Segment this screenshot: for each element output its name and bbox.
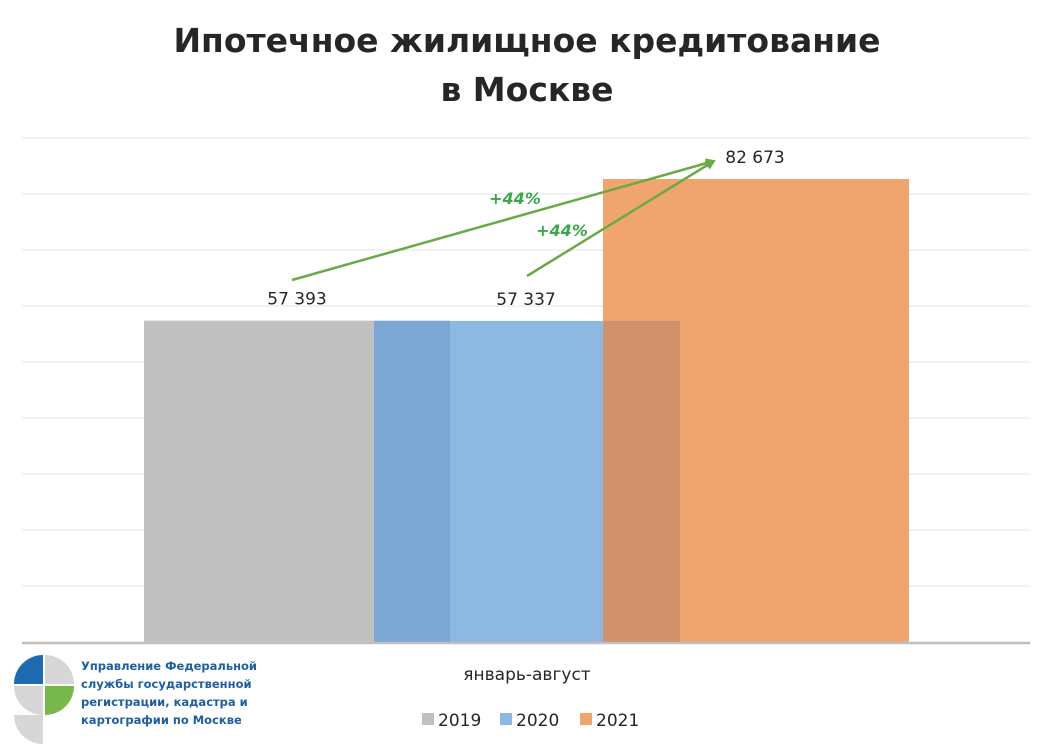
org-name-line-4: картографии по Москве	[81, 713, 242, 727]
category-label: январь-август	[463, 665, 590, 685]
data-labels: 57 393 57 337 82 673	[267, 148, 784, 310]
growth-arrow-2019	[291, 158, 716, 282]
data-label-2020: 57 337	[496, 290, 555, 310]
legend-label-2021: 2021	[596, 711, 639, 731]
legend-swatch-2019	[422, 713, 434, 725]
logo-quadrant-blue	[14, 655, 43, 684]
legend-label-2020: 2020	[516, 711, 559, 731]
growth-arrows: +44% +44%	[291, 158, 716, 282]
logo-quadrant-green	[45, 686, 74, 715]
data-label-2021: 82 673	[725, 148, 784, 168]
org-name-line-3: регистрации, кадастра и	[81, 695, 248, 709]
bars	[144, 179, 909, 643]
chart-title-line-1: Ипотечное жилищное кредитование	[173, 21, 880, 60]
org-name-line-2: службы государственной	[81, 677, 252, 691]
bar-overlap-2020-2021	[603, 320, 680, 642]
growth-arrow-2020	[526, 159, 716, 278]
chart-title: Ипотечное жилищное кредитование в Москве	[173, 21, 880, 109]
legend-label-2019: 2019	[438, 711, 481, 731]
logo-quadrant-gray-bottom	[14, 686, 43, 715]
org-name-line-1: Управление Федеральной	[81, 659, 257, 673]
data-label-2019: 57 393	[267, 290, 326, 310]
legend-swatch-2021	[580, 713, 592, 725]
organization-block: Управление Федеральной службы государств…	[14, 655, 257, 744]
rosreestr-logo	[14, 655, 74, 744]
growth-label-2019: +44%	[489, 189, 541, 208]
growth-label-2020: +44%	[536, 221, 588, 240]
bar-overlap-2019-2020	[374, 320, 450, 642]
logo-quadrant-gray-lower	[14, 715, 43, 744]
chart-title-line-2: в Москве	[440, 70, 613, 109]
legend-swatch-2020	[500, 713, 512, 725]
legend: 2019 2020 2021	[422, 711, 639, 731]
logo-quadrant-gray-top	[45, 655, 74, 684]
